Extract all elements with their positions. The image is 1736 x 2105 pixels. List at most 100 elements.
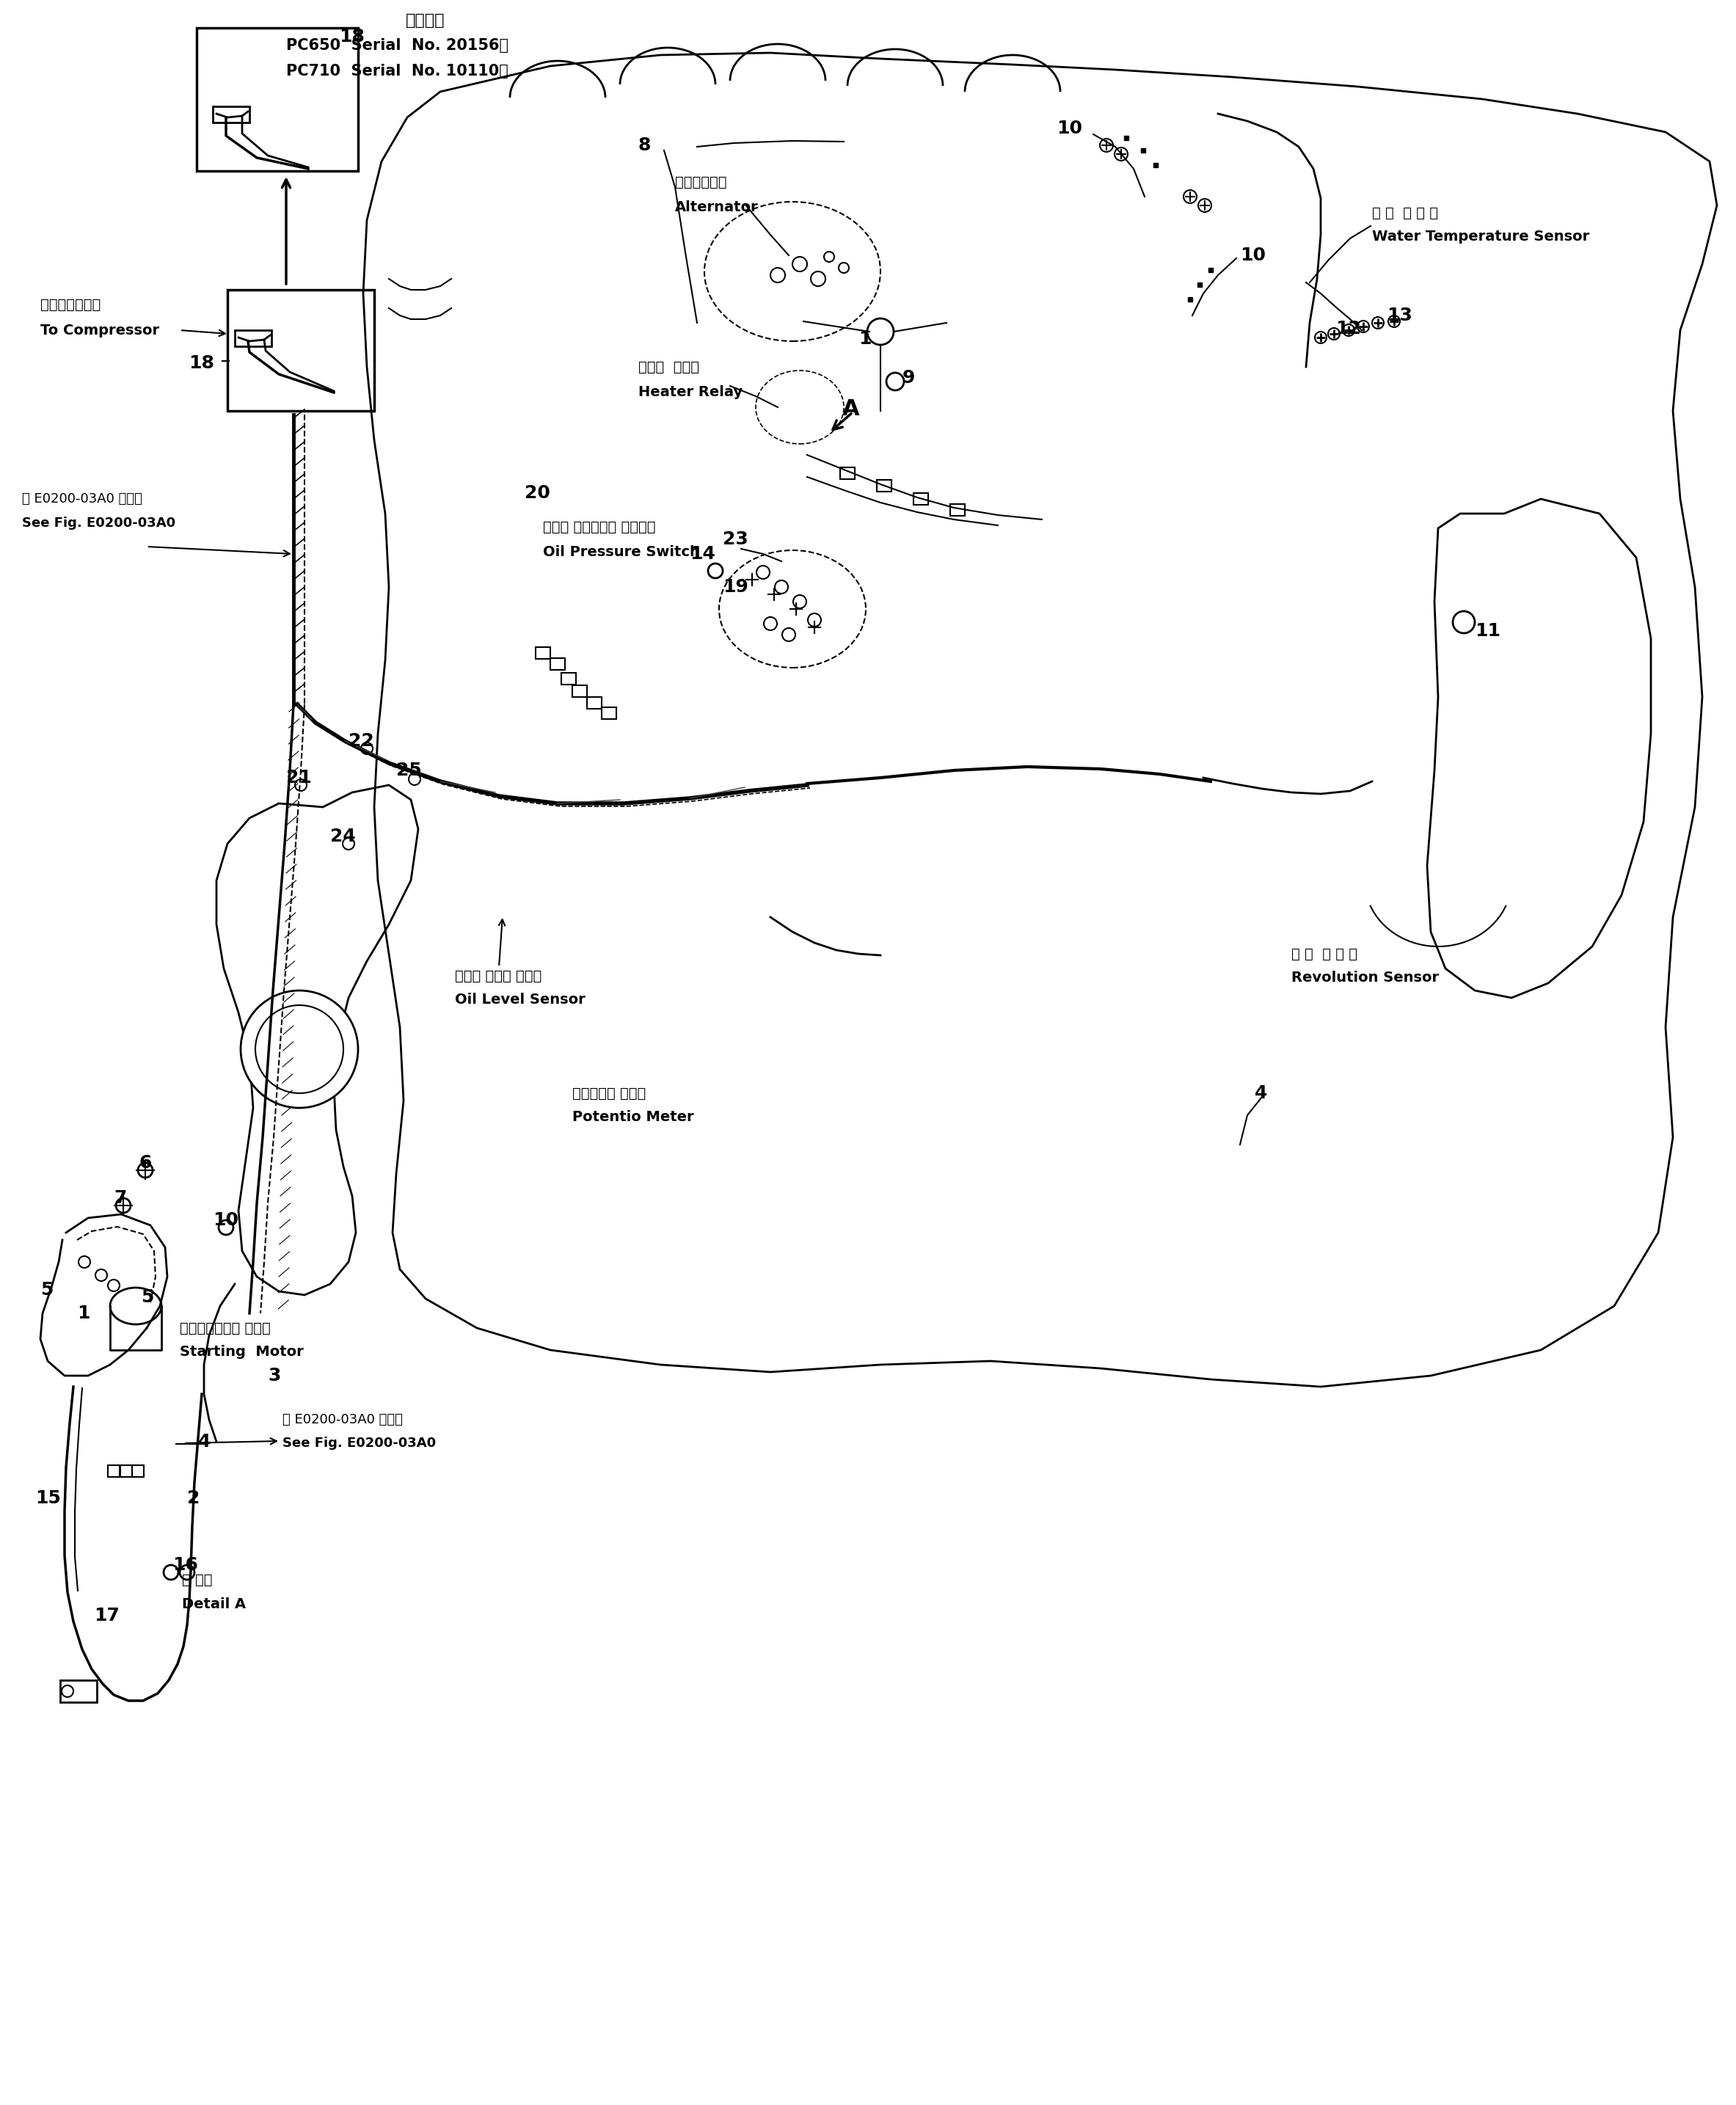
Text: 21: 21 [286, 768, 312, 787]
Text: 23: 23 [722, 530, 748, 547]
Text: 24: 24 [330, 827, 356, 846]
Text: 10: 10 [1057, 120, 1082, 137]
Circle shape [783, 627, 795, 642]
Text: 4: 4 [1255, 1084, 1267, 1103]
Circle shape [807, 613, 821, 627]
Text: To Compressor: To Compressor [40, 324, 160, 337]
Circle shape [108, 1280, 120, 1290]
Text: ポテンショ メータ: ポテンショ メータ [573, 1086, 646, 1101]
Text: 5: 5 [40, 1282, 54, 1299]
Bar [840, 467, 854, 480]
Circle shape [793, 596, 806, 608]
Circle shape [838, 263, 849, 274]
Text: Detail A: Detail A [182, 1598, 247, 1610]
Text: 9: 9 [903, 368, 915, 387]
Circle shape [181, 1564, 194, 1579]
Circle shape [295, 779, 307, 791]
Bar [536, 646, 550, 659]
Bar [132, 1465, 144, 1478]
Bar [234, 330, 271, 347]
Circle shape [771, 267, 785, 282]
Bar [214, 107, 250, 122]
Text: スターティング モータ: スターティング モータ [181, 1322, 271, 1335]
Text: Potentio Meter: Potentio Meter [573, 1111, 694, 1124]
Circle shape [1198, 198, 1212, 213]
Circle shape [1115, 147, 1128, 160]
Circle shape [1342, 324, 1354, 337]
Text: 適用号機: 適用号機 [406, 13, 444, 27]
Text: A: A [842, 398, 859, 421]
Circle shape [774, 581, 788, 594]
Circle shape [1358, 320, 1370, 333]
Circle shape [95, 1269, 108, 1282]
Text: 25: 25 [396, 762, 422, 779]
Text: 8: 8 [639, 137, 651, 154]
Bar [573, 686, 587, 697]
Text: See Fig. E0200-03A0: See Fig. E0200-03A0 [283, 1436, 436, 1450]
Text: 16: 16 [172, 1556, 198, 1575]
Circle shape [1101, 139, 1113, 152]
Text: 10: 10 [214, 1210, 238, 1229]
Text: 第 E0200-03A0 図参照: 第 E0200-03A0 図参照 [23, 493, 142, 505]
Circle shape [1371, 318, 1384, 328]
Circle shape [811, 272, 825, 286]
Circle shape [116, 1198, 130, 1212]
Text: ヒータ  リレー: ヒータ リレー [639, 360, 700, 375]
Circle shape [137, 1162, 153, 1177]
Text: 12: 12 [1335, 320, 1361, 337]
Bar [120, 1465, 132, 1478]
Text: 20: 20 [524, 484, 550, 501]
Circle shape [792, 257, 807, 272]
Text: 10: 10 [1240, 246, 1266, 263]
Text: 6: 6 [139, 1154, 153, 1172]
Circle shape [757, 566, 769, 579]
Circle shape [1389, 316, 1399, 326]
Text: 19: 19 [722, 579, 748, 596]
Text: Alternator: Alternator [675, 200, 759, 215]
Text: 18: 18 [189, 354, 214, 373]
Text: 1: 1 [859, 330, 871, 347]
Circle shape [887, 373, 904, 389]
Circle shape [361, 743, 373, 754]
Text: Revolution Sensor: Revolution Sensor [1292, 970, 1439, 985]
Circle shape [764, 617, 778, 629]
Text: オルタネータ: オルタネータ [675, 175, 727, 189]
Text: Ａ 詳細: Ａ 詳細 [182, 1572, 212, 1587]
Bar [550, 659, 564, 669]
Text: Oil Level Sensor: Oil Level Sensor [455, 994, 585, 1006]
Circle shape [1328, 328, 1340, 339]
Circle shape [62, 1686, 73, 1697]
Circle shape [255, 1006, 344, 1092]
Circle shape [1453, 610, 1476, 634]
Bar [913, 493, 929, 505]
Text: Water Temperature Sensor: Water Temperature Sensor [1371, 229, 1590, 244]
Text: PC650  Serial  No. 20156～: PC650 Serial No. 20156～ [286, 38, 509, 53]
Text: PC710  Serial  No. 10110～: PC710 Serial No. 10110～ [286, 63, 509, 78]
Text: コンプレッサへ: コンプレッサへ [40, 297, 101, 312]
Text: 3: 3 [267, 1366, 281, 1385]
Text: See Fig. E0200-03A0: See Fig. E0200-03A0 [23, 516, 175, 530]
Text: オイル レベル センサ: オイル レベル センサ [455, 968, 542, 983]
Bar [108, 1465, 120, 1478]
Text: 水 温  セ ン サ: 水 温 セ ン サ [1371, 206, 1437, 219]
Bar [561, 674, 576, 684]
Text: 18: 18 [339, 27, 365, 46]
Circle shape [408, 773, 420, 785]
Circle shape [1314, 333, 1326, 343]
Text: 22: 22 [349, 733, 373, 749]
Circle shape [163, 1564, 179, 1579]
Text: 11: 11 [1476, 623, 1500, 640]
Circle shape [78, 1257, 90, 1267]
Bar [61, 1680, 97, 1703]
Circle shape [825, 253, 835, 261]
Text: 4: 4 [198, 1434, 210, 1450]
Text: 1: 1 [76, 1305, 90, 1322]
Text: 回 転  セ ン サ: 回 転 セ ン サ [1292, 947, 1358, 960]
Bar [587, 697, 602, 709]
Text: 7: 7 [115, 1189, 127, 1206]
Text: 2: 2 [187, 1490, 200, 1507]
Bar [950, 503, 965, 516]
Text: Oil Pressure Switch: Oil Pressure Switch [543, 545, 700, 558]
Bar [227, 290, 375, 410]
Text: 5: 5 [141, 1288, 153, 1305]
